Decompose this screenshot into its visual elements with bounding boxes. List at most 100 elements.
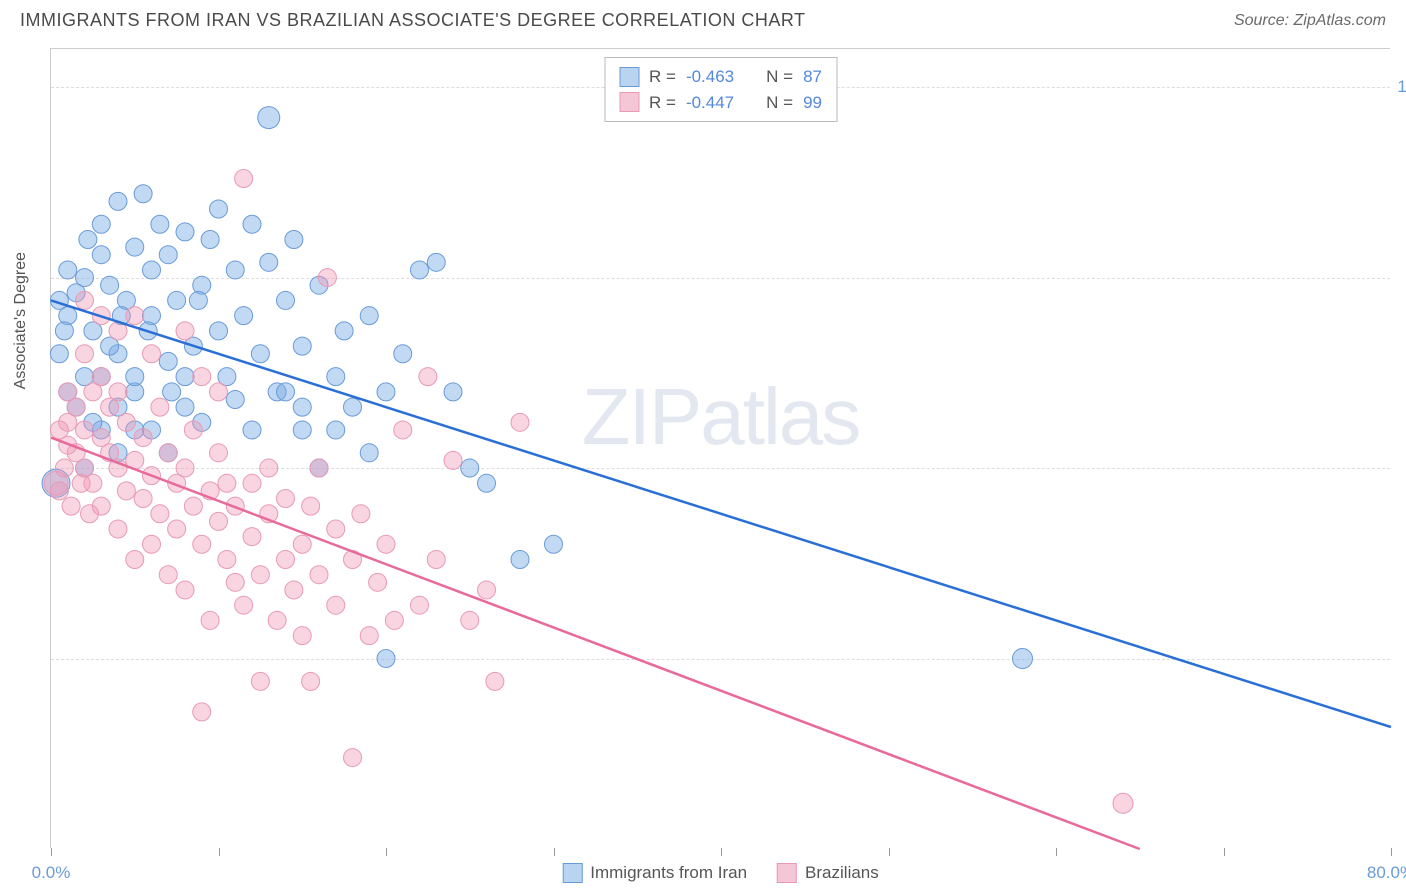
data-point [486,672,504,690]
series-legend: Immigrants from IranBrazilians [562,863,879,883]
data-point [444,383,462,401]
data-point [92,368,110,386]
data-point [117,482,135,500]
x-tick [1224,848,1225,856]
scatter-chart: ZIPatlas 25.0%50.0%75.0%100.0% 0.0%80.0%… [50,48,1390,848]
y-tick-label: 100.0% [1397,77,1406,97]
data-point [151,398,169,416]
data-point [511,413,529,431]
data-point [327,421,345,439]
data-point [293,627,311,645]
data-point [344,749,362,767]
data-point [159,444,177,462]
data-point [76,345,94,363]
data-point [1113,793,1133,813]
data-point [59,261,77,279]
stat-r-value: -0.463 [686,64,734,90]
data-point [444,451,462,469]
data-point [126,368,144,386]
x-tick [51,848,52,856]
data-point [419,368,437,386]
legend-item: Immigrants from Iran [562,863,747,883]
data-point [461,611,479,629]
stat-n-value: 87 [803,64,822,90]
data-point [163,383,181,401]
legend-label: Immigrants from Iran [590,863,747,883]
data-point [243,474,261,492]
data-point [293,421,311,439]
data-point [277,550,295,568]
stats-row: R = -0.447N = 99 [619,90,822,116]
data-point [55,459,73,477]
data-point [302,497,320,515]
chart-title: IMMIGRANTS FROM IRAN VS BRAZILIAN ASSOCI… [20,10,806,31]
data-point [251,566,269,584]
data-point [478,474,496,492]
data-point [243,215,261,233]
data-point [226,573,244,591]
data-point [159,566,177,584]
data-point [117,413,135,431]
plot-area [51,49,1391,849]
legend-swatch [562,863,582,883]
x-tick-label: 0.0% [32,863,71,883]
data-point [62,497,80,515]
data-point [76,269,94,287]
data-point [427,253,445,271]
data-point [134,185,152,203]
data-point [134,429,152,447]
data-point [344,398,362,416]
data-point [285,581,303,599]
data-point [176,322,194,340]
data-point [327,368,345,386]
data-point [352,505,370,523]
data-point [101,276,119,294]
stat-n-label: N = [766,64,793,90]
data-point [377,535,395,553]
data-point [293,535,311,553]
data-point [218,474,236,492]
stats-row: R = -0.463 N = 87 [619,64,822,90]
data-point [81,505,99,523]
chart-header: IMMIGRANTS FROM IRAN VS BRAZILIAN ASSOCI… [0,0,1406,36]
trend-line [51,438,1140,849]
data-point [193,535,211,553]
data-point [310,566,328,584]
stat-r-label: R = [649,64,676,90]
data-point [218,550,236,568]
data-point [327,596,345,614]
data-point [210,383,228,401]
data-point [59,383,77,401]
stat-n-value: 99 [803,90,822,116]
data-point [201,230,219,248]
x-tick [889,848,890,856]
data-point [193,368,211,386]
data-point [360,627,378,645]
data-point [72,474,90,492]
x-tick [219,848,220,856]
data-point [92,215,110,233]
data-point [243,528,261,546]
data-point [277,383,295,401]
data-point [176,581,194,599]
data-point [377,383,395,401]
stat-r-value: -0.447 [686,90,734,116]
data-point [168,520,186,538]
data-point [394,421,412,439]
data-point [226,261,244,279]
data-point [478,581,496,599]
data-point [369,573,387,591]
data-point [126,238,144,256]
data-point [235,596,253,614]
data-point [277,490,295,508]
data-point [545,535,563,553]
stat-n-label: N = [766,90,793,116]
data-point [335,322,353,340]
y-axis-title: Associate's Degree [12,251,30,388]
data-point [126,307,144,325]
data-point [235,307,253,325]
data-point [251,345,269,363]
data-point [293,398,311,416]
x-tick [386,848,387,856]
data-point [268,611,286,629]
